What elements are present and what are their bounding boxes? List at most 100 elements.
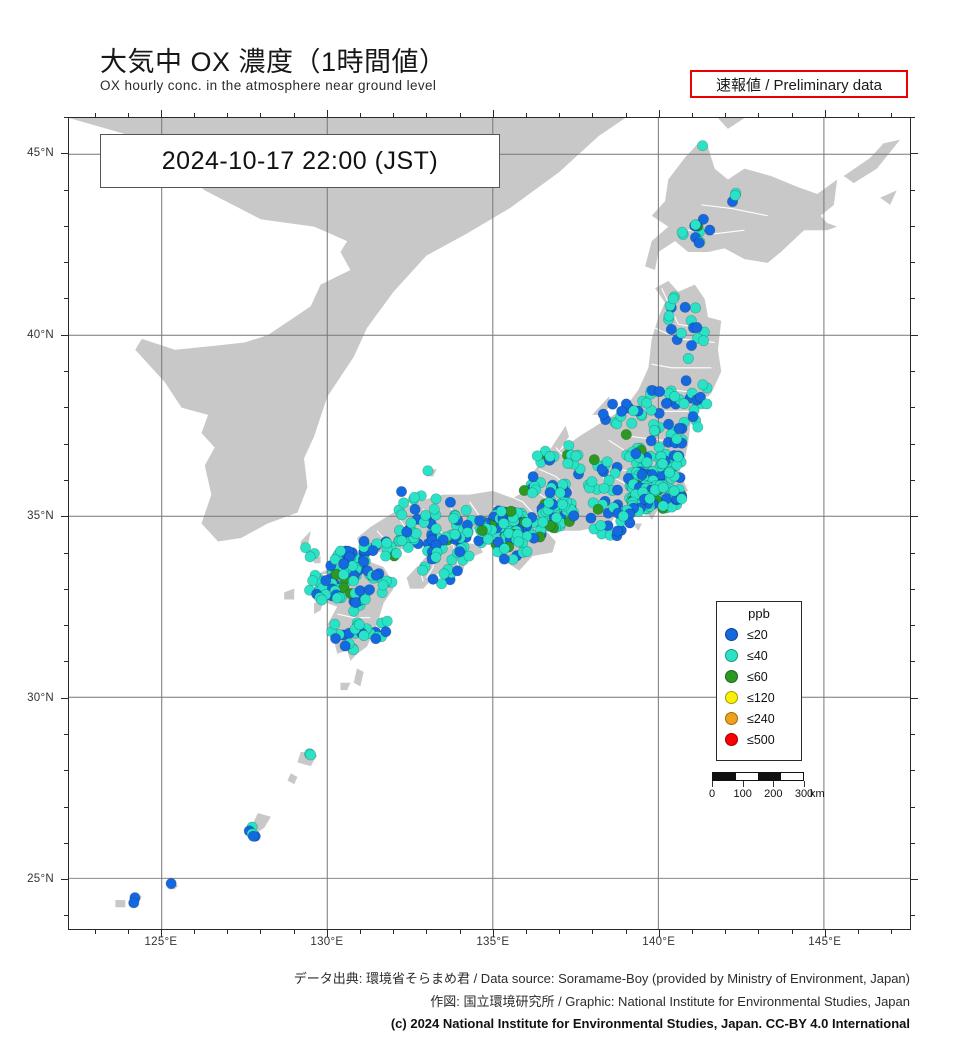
axis-tick (64, 625, 68, 627)
longitude-tick-label: 135°E (476, 936, 510, 948)
axis-tick (911, 770, 915, 772)
axis-tick (911, 734, 915, 735)
axis-tick (61, 879, 68, 881)
legend-color-swatch-icon (725, 628, 738, 641)
axis-tick (127, 113, 129, 117)
legend-item-label: ≤40 (747, 648, 768, 663)
axis-tick (160, 110, 162, 117)
axis-tick (64, 661, 68, 663)
axis-tick (64, 479, 68, 481)
axis-tick (64, 552, 68, 554)
axis-tick (911, 153, 918, 155)
axis-tick (227, 113, 229, 117)
legend-item-label: ≤500 (747, 732, 775, 747)
map-plot-area (68, 117, 911, 930)
axis-tick (94, 930, 96, 934)
axis-tick (426, 930, 428, 934)
legend-item-60: ≤60 (717, 666, 801, 687)
axis-tick (64, 588, 68, 590)
footer-data-source: データ出典: 環境省そらまめ君 / Data source: Soramame-… (293, 971, 910, 986)
axis-tick (64, 298, 68, 300)
axis-tick (911, 842, 915, 844)
axis-tick (492, 930, 494, 937)
longitude-tick-label: 140°E (642, 936, 676, 948)
axis-tick (758, 113, 760, 117)
axis-tick (891, 113, 893, 117)
legend-box: ppb ≤20 ≤40 ≤60 ≤120 ≤240 ≤500 (716, 601, 802, 761)
axis-tick (64, 371, 68, 373)
legend-color-swatch-icon (725, 649, 738, 662)
scale-bar-tick (712, 781, 713, 787)
axis-tick (725, 113, 727, 117)
axis-tick (127, 930, 129, 934)
footer-copyright: (c) 2024 National Institute for Environm… (390, 1016, 910, 1031)
axis-tick (857, 113, 859, 117)
legend-color-swatch-icon (725, 691, 738, 704)
axis-tick (911, 915, 915, 917)
axis-tick (360, 113, 362, 117)
axis-tick (227, 930, 229, 934)
axis-tick (459, 930, 461, 934)
axis-tick (64, 734, 68, 735)
legend-item-label: ≤240 (747, 711, 775, 726)
axis-tick (492, 110, 494, 117)
longitude-axis-labels: 125°E 130°E 135°E 140°E 145°E (68, 936, 911, 956)
latitude-tick-label: 30°N (27, 691, 54, 704)
scale-bar-label: 100 (733, 788, 752, 800)
legend-color-swatch-icon (725, 712, 738, 725)
axis-tick (857, 930, 859, 934)
legend-item-label: ≤20 (747, 627, 768, 642)
axis-tick (64, 225, 68, 227)
scale-bar-tick (742, 781, 744, 787)
axis-tick (194, 113, 196, 117)
axis-tick (791, 930, 793, 934)
axis-tick (658, 930, 660, 937)
legend-title: ppb (748, 606, 770, 621)
axis-tick (658, 110, 660, 117)
legend-rows: ≤20 ≤40 ≤60 ≤120 ≤240 ≤500 (717, 624, 801, 750)
axis-tick (160, 930, 162, 937)
axis-tick (459, 113, 461, 117)
japan-map-svg (69, 118, 910, 929)
scale-bar-bar (712, 772, 804, 781)
axis-tick (426, 113, 428, 117)
axis-tick (891, 930, 893, 934)
scale-bar-unit: km (810, 788, 825, 800)
axis-tick (61, 334, 68, 336)
axis-tick (64, 407, 68, 409)
scale-bar-tick (773, 781, 775, 787)
scale-bar-segment (758, 773, 781, 780)
axis-tick (360, 930, 362, 934)
axis-tick (64, 117, 68, 118)
axis-tick (911, 879, 918, 881)
preliminary-data-badge: 速報値 / Preliminary data (690, 70, 908, 98)
legend-item-40: ≤40 (717, 645, 801, 666)
axis-tick (791, 113, 793, 117)
axis-tick (326, 110, 328, 117)
scale-bar: 0 100 200 300 km (709, 772, 825, 802)
axis-tick (911, 516, 918, 518)
axis-tick (911, 262, 915, 264)
axis-tick (911, 189, 915, 191)
latitude-tick-label: 35°N (27, 510, 54, 523)
axis-tick (592, 930, 594, 934)
scale-bar-tick (804, 781, 805, 787)
axis-tick (824, 110, 826, 117)
scale-bar-segment (713, 773, 736, 780)
page-title: 大気中 OX 濃度（1時間値） (100, 47, 447, 77)
axis-tick (61, 697, 68, 699)
latitude-tick-label: 45°N (27, 147, 54, 160)
axis-tick (911, 479, 915, 481)
axis-tick (725, 930, 727, 934)
scale-bar-label: 200 (764, 788, 783, 800)
longitude-tick-label: 125°E (144, 936, 178, 948)
axis-tick (526, 930, 527, 934)
axis-tick (61, 516, 68, 518)
axis-tick (911, 298, 915, 300)
axis-tick (758, 930, 760, 934)
axis-tick (64, 189, 68, 191)
axis-tick (64, 262, 68, 264)
axis-tick (691, 930, 693, 934)
legend-item-120: ≤120 (717, 687, 801, 708)
